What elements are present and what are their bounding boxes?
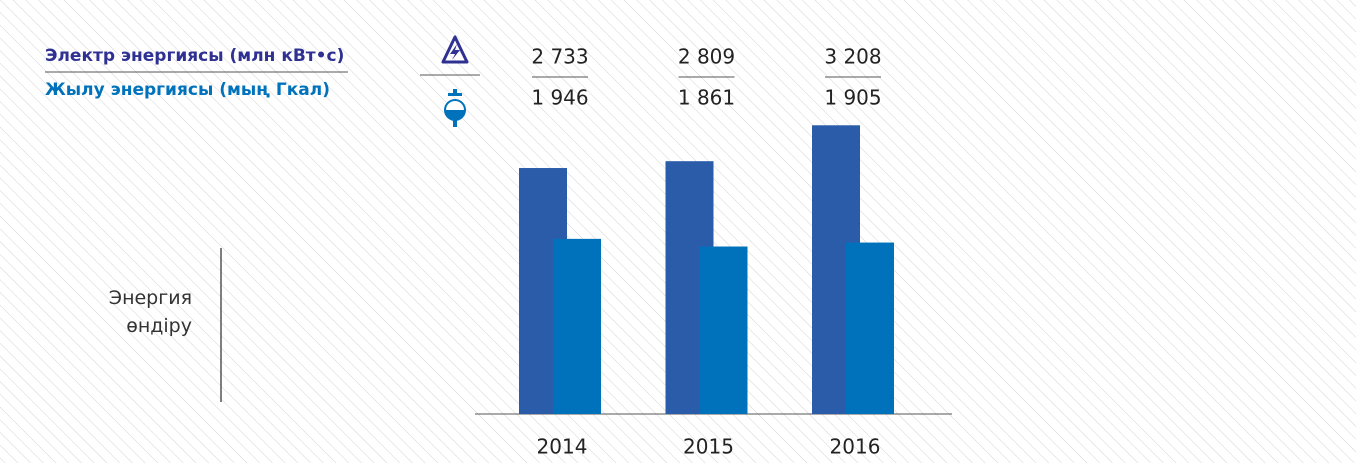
legend-entry: Жылу энергиясы (мың Гкал) — [45, 80, 330, 100]
electric-icon — [441, 35, 469, 64]
x-tick-label: 2016 — [830, 435, 881, 459]
value-label: 1 946 — [531, 86, 588, 110]
heat-icon — [444, 89, 466, 127]
value-label: 1 905 — [824, 86, 881, 110]
x-tick-label: 2014 — [537, 435, 588, 459]
y-axis-label: Энергия өндіру — [108, 287, 192, 337]
legend-entry: Электр энергиясы (млн кВт•с) — [45, 46, 344, 66]
bar — [699, 246, 748, 414]
value-label: 3 208 — [824, 45, 881, 69]
value-label: 2 733 — [531, 45, 588, 69]
value-label: 1 861 — [678, 86, 735, 110]
bar — [553, 238, 601, 414]
bar — [846, 242, 894, 414]
x-tick-label: 2015 — [683, 435, 734, 459]
value-label: 2 809 — [678, 45, 735, 69]
